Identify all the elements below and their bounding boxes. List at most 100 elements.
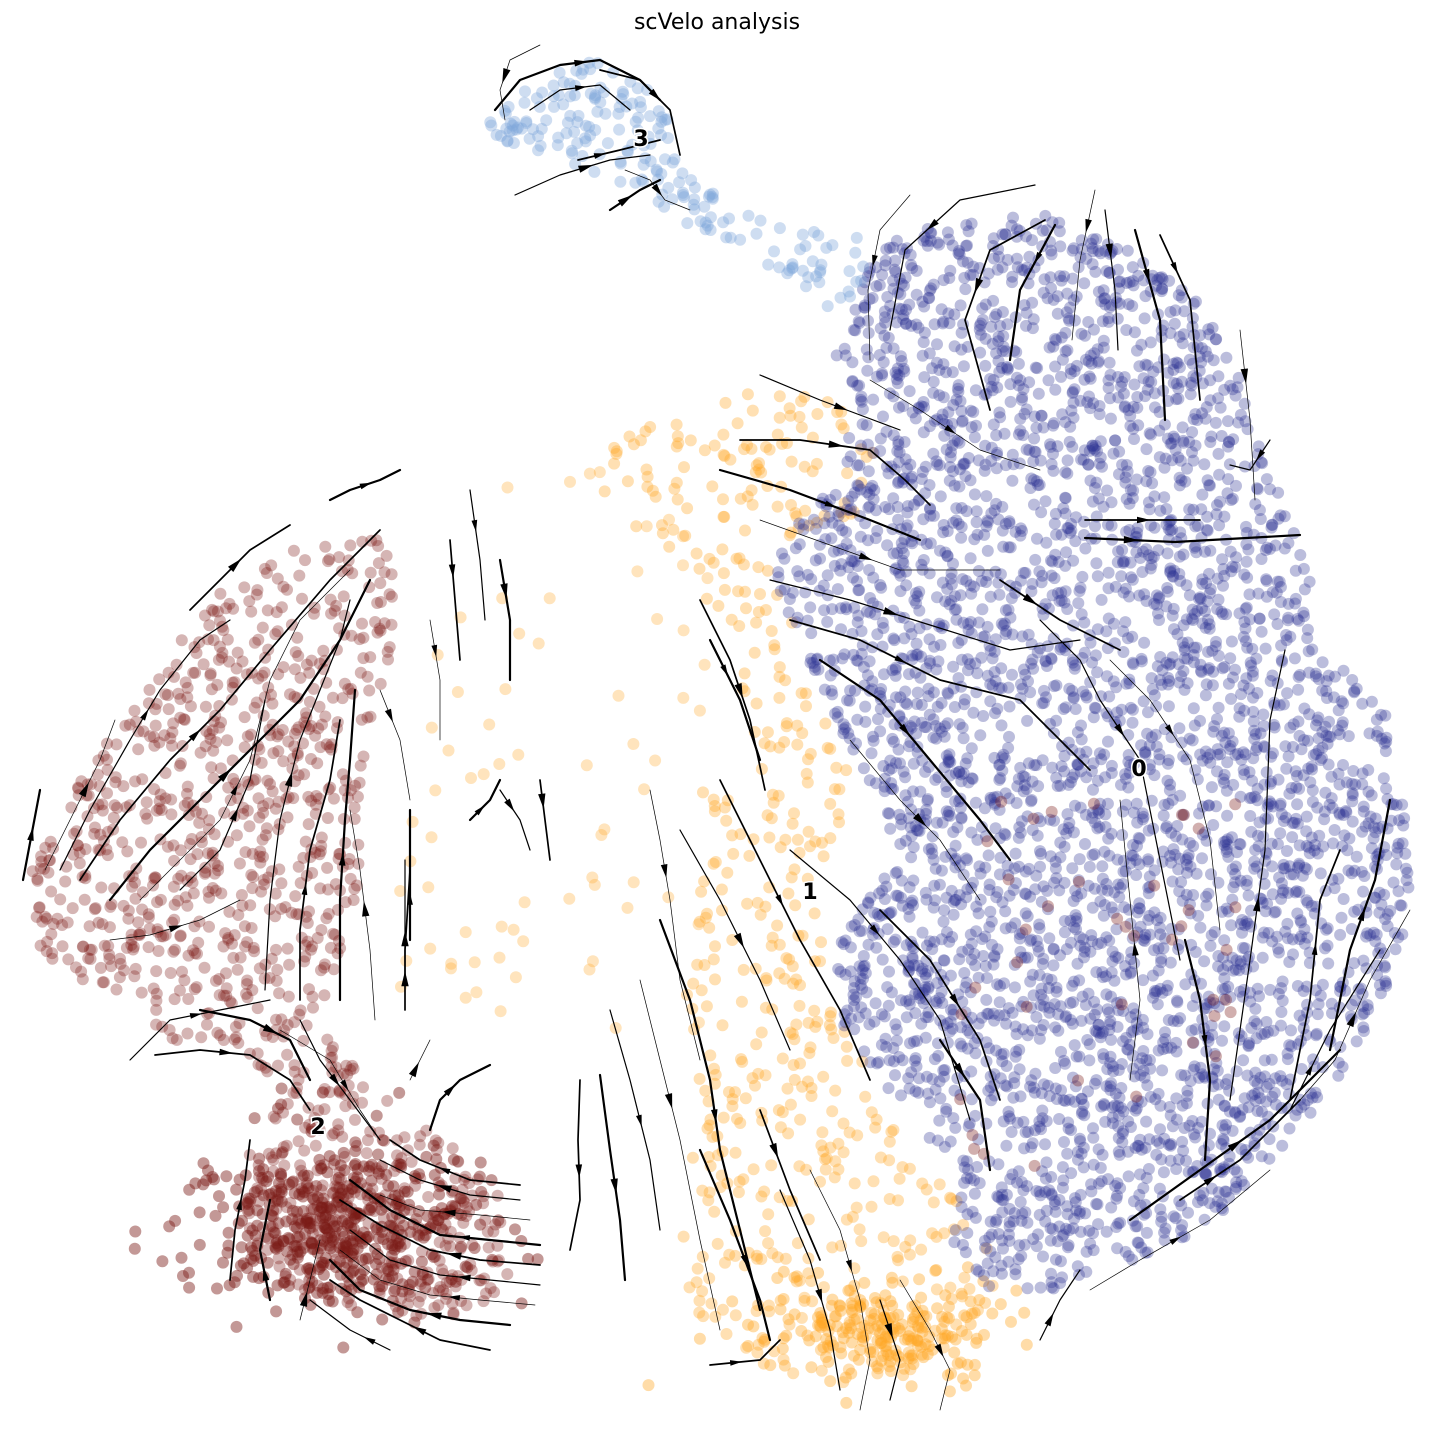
- cell-point-cluster-1: [752, 1338, 765, 1351]
- cell-point-cluster-0: [1033, 1185, 1046, 1198]
- cell-point-cluster-0: [1015, 1250, 1028, 1262]
- cell-point-cluster-0: [1187, 341, 1200, 354]
- cell-point-cluster-0: [1056, 740, 1069, 753]
- cell-point-cluster-1: [759, 1069, 772, 1082]
- cell-point-cluster-0: [918, 371, 931, 384]
- cell-point-cluster-3: [762, 258, 775, 271]
- cell-point-cluster-1: [956, 1290, 969, 1303]
- cell-point-cluster-0: [858, 276, 871, 289]
- cell-point-cluster-0: [1058, 765, 1071, 778]
- cell-point-cluster-0: [1265, 1053, 1278, 1066]
- cell-point-cluster-0: [1078, 616, 1091, 629]
- cell-point-cluster-0: [944, 451, 957, 464]
- cell-point-cluster-0: [1097, 1048, 1110, 1061]
- cell-point-cluster-0: [1112, 371, 1124, 383]
- cell-point-cluster-1: [948, 1223, 960, 1236]
- cell-point-cluster-1: [678, 461, 690, 474]
- cell-point-cluster-0: [1189, 764, 1202, 777]
- cell-point-cluster-1: [930, 1283, 943, 1296]
- cell-point-cluster-1: [686, 1151, 699, 1164]
- cell-point-cluster-0: [1114, 1216, 1127, 1229]
- cell-point-cluster-1: [679, 529, 692, 542]
- cell-point-cluster-0: [1090, 476, 1103, 489]
- cell-point-cluster-0: [942, 753, 955, 766]
- cell-point-cluster-0: [1092, 1018, 1105, 1031]
- cell-point-cluster-0: [1149, 401, 1161, 414]
- cell-point-cluster-1: [822, 1325, 835, 1338]
- cell-point-cluster-1: [826, 1293, 839, 1306]
- cell-point-cluster-0: [907, 841, 920, 854]
- cell-point-cluster-0: [1026, 775, 1039, 788]
- cell-point-cluster-1: [779, 1252, 792, 1265]
- cell-point-cluster-0: [1065, 518, 1078, 530]
- cell-point-cluster-0: [1084, 636, 1097, 649]
- cell-point-cluster-0: [1011, 371, 1023, 384]
- cell-point-cluster-0: [1045, 248, 1058, 261]
- cell-point-cluster-0: [918, 401, 930, 413]
- cell-point-cluster-1: [750, 1249, 763, 1262]
- cell-point-cluster-0: [959, 1006, 972, 1019]
- cell-point-cluster-0: [922, 982, 935, 995]
- cell-point-cluster-1: [968, 1369, 981, 1382]
- cell-point-cluster-0: [1015, 1176, 1028, 1189]
- cell-point-cluster-0: [1264, 983, 1277, 996]
- cell-point-cluster-1: [893, 1325, 906, 1337]
- cell-point-cluster-1: [904, 1363, 917, 1376]
- cell-point-cluster-0: [874, 322, 887, 335]
- cell-point-cluster-1: [823, 1319, 836, 1332]
- cell-point-cluster-0: [950, 603, 963, 616]
- cell-point-cluster-1: [764, 740, 777, 753]
- cell-point-cluster-0: [1194, 748, 1207, 761]
- cell-point-cluster-0: [1101, 484, 1114, 497]
- cell-point-cluster-0: [943, 598, 956, 611]
- cell-point-cluster-0: [1039, 1172, 1052, 1185]
- cell-point-cluster-0: [882, 807, 894, 820]
- cell-point-cluster-1: [938, 1332, 951, 1345]
- cell-point-cluster-0: [884, 822, 897, 835]
- cell-point-cluster-0: [1019, 907, 1032, 920]
- cell-point-cluster-0: [985, 1094, 998, 1107]
- cell-point-cluster-0: [1291, 907, 1304, 920]
- cell-point-cluster-1: [833, 783, 846, 796]
- cell-point-cluster-0: [1332, 872, 1345, 885]
- cell-point-cluster-1: [771, 428, 784, 441]
- cell-point-cluster-0: [1237, 630, 1250, 643]
- cell-point-cluster-0: [1301, 931, 1314, 944]
- cell-point-cluster-1: [865, 1200, 878, 1213]
- cell-point-cluster-0: [1083, 444, 1096, 457]
- cell-point-cluster-1: [709, 1310, 722, 1323]
- cell-point-cluster-0: [1171, 820, 1184, 832]
- cell-point-cluster-1: [431, 648, 444, 661]
- cell-point-cluster-0: [1046, 216, 1059, 229]
- cell-point-cluster-2: [281, 1048, 294, 1061]
- cell-point-cluster-1: [848, 1349, 860, 1362]
- cell-point-cluster-0: [926, 943, 939, 956]
- cell-point-cluster-1: [784, 1026, 797, 1039]
- cell-point-cluster-3: [742, 209, 755, 222]
- cell-point-cluster-0: [1066, 1017, 1079, 1030]
- cell-point-cluster-0: [1276, 975, 1289, 988]
- cell-point-cluster-0: [835, 936, 848, 949]
- cell-point-cluster-0: [876, 369, 889, 382]
- cell-point-cluster-1: [532, 637, 545, 650]
- cell-point-cluster-0: [1014, 761, 1027, 774]
- cell-point-cluster-0: [1026, 234, 1038, 247]
- cell-point-cluster-0: [878, 772, 891, 785]
- cell-point-cluster-0: [1067, 242, 1080, 255]
- cell-point-cluster-0: [1130, 473, 1143, 486]
- cell-point-cluster-0: [917, 396, 930, 408]
- cell-point-cluster-0: [922, 1006, 935, 1019]
- cell-point-cluster-0: [1248, 1074, 1261, 1087]
- cell-point-cluster-0: [1178, 305, 1191, 318]
- cell-point-cluster-0: [1066, 440, 1079, 453]
- cell-point-cluster-0: [929, 773, 942, 786]
- cell-point-cluster-0: [931, 1134, 944, 1147]
- cell-point-cluster-0: [1352, 903, 1365, 916]
- cell-point-cluster-0: [1379, 709, 1392, 722]
- cell-point-cluster-0: [1124, 701, 1137, 714]
- cell-point-cluster-1: [623, 430, 636, 443]
- cell-point-cluster-0: [1225, 692, 1237, 705]
- cell-point-cluster-0: [851, 713, 864, 726]
- cell-point-cluster-0: [1024, 975, 1037, 988]
- cell-point-cluster-0: [1234, 838, 1247, 851]
